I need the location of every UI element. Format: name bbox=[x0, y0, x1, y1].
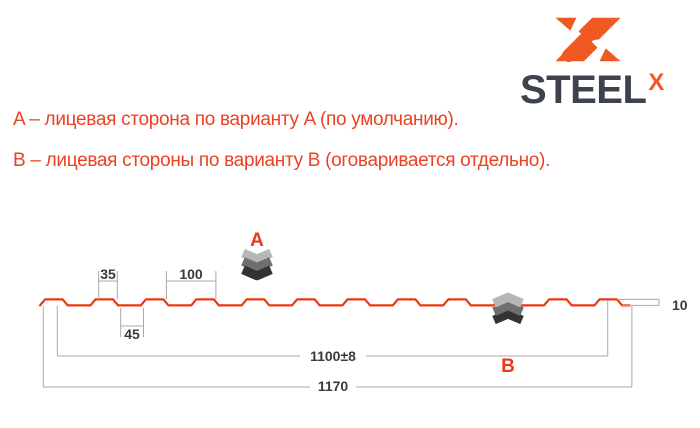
svg-text:100: 100 bbox=[179, 266, 203, 282]
svg-text:B: B bbox=[501, 356, 515, 377]
svg-text:35: 35 bbox=[100, 266, 116, 282]
svg-text:1170: 1170 bbox=[318, 378, 349, 394]
svg-text:1100±8: 1100±8 bbox=[310, 348, 356, 364]
svg-text:10: 10 bbox=[672, 297, 688, 313]
svg-text:A: A bbox=[250, 230, 264, 251]
svg-text:45: 45 bbox=[124, 326, 140, 342]
